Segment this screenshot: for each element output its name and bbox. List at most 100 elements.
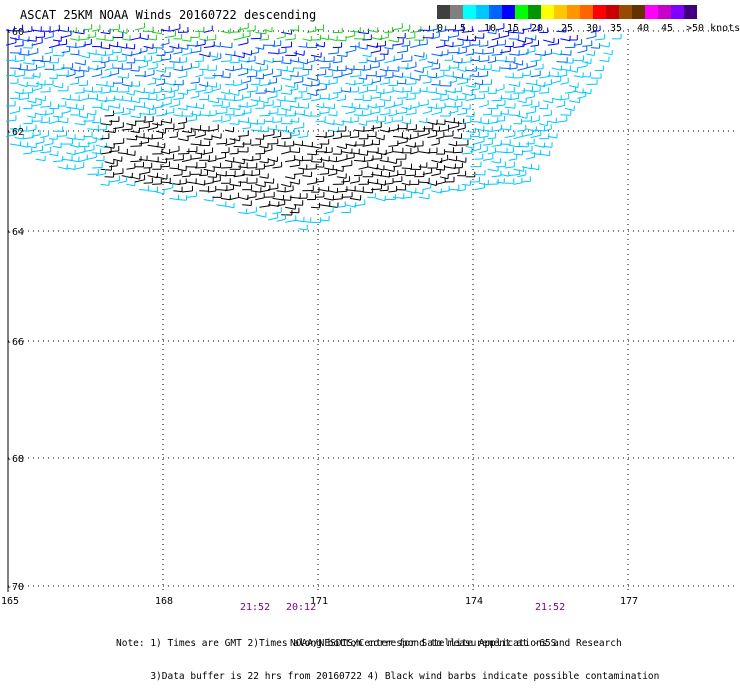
wind-barb <box>268 125 276 130</box>
wind-barb <box>165 31 176 38</box>
barb-shaft <box>509 159 517 161</box>
barb-shaft <box>187 135 196 136</box>
barb-shaft <box>23 31 32 32</box>
wind-barb <box>75 135 85 140</box>
barb-shaft <box>32 76 40 78</box>
barb-shaft <box>449 173 460 174</box>
barb-shaft <box>320 190 329 192</box>
barb-shaft <box>531 120 540 122</box>
barb-shaft <box>58 121 68 122</box>
wind-barb <box>281 182 291 187</box>
barb-shaft <box>221 92 229 94</box>
wind-barb <box>431 188 441 193</box>
barb-shaft <box>431 68 439 69</box>
barb-shaft <box>354 115 362 116</box>
barb-shaft <box>178 122 187 123</box>
barb-shaft <box>204 183 214 185</box>
barb-shaft <box>255 153 264 154</box>
notes: Note: 1) Times are GMT 2)Times along bot… <box>116 616 659 693</box>
barb-shaft <box>247 61 255 62</box>
wind-barb <box>36 62 45 68</box>
wind-barb <box>208 35 216 41</box>
wind-barb <box>169 44 178 49</box>
wind-barb <box>118 87 129 92</box>
barb-shaft <box>397 83 406 84</box>
barb-shaft <box>96 54 105 56</box>
barb-shaft <box>363 84 373 85</box>
wind-barb <box>216 185 227 190</box>
barb-shaft <box>173 52 182 54</box>
wind-barb <box>40 131 48 138</box>
wind-barb <box>397 33 405 38</box>
legend-swatch <box>463 5 476 19</box>
barb-shaft <box>10 111 20 114</box>
barb-shaft <box>402 107 411 109</box>
barb-shaft <box>371 189 381 190</box>
wind-barb <box>113 157 122 162</box>
barb-shaft <box>393 152 403 153</box>
barb-shaft <box>543 40 554 43</box>
barb-shaft <box>264 105 273 106</box>
barb-shaft <box>44 144 53 146</box>
wind-barb <box>574 55 584 60</box>
barb-shaft <box>302 115 311 117</box>
wind-barb <box>337 154 347 161</box>
wind-barb <box>144 134 153 139</box>
wind-barb <box>40 101 50 107</box>
barb-shaft <box>406 145 416 147</box>
barb-shaft <box>148 68 158 69</box>
barb-shaft <box>169 168 178 169</box>
barb-shaft <box>161 103 172 106</box>
barb-shaft <box>242 113 251 114</box>
barb-shaft <box>376 138 384 140</box>
wind-barb <box>216 153 225 160</box>
barb-shaft <box>199 130 209 131</box>
barb-shaft <box>316 89 327 91</box>
wind-barb <box>135 23 145 30</box>
barb-shaft <box>431 99 441 100</box>
wind-barb <box>354 34 364 39</box>
wind-barb <box>19 82 28 87</box>
wind-barb <box>139 94 149 99</box>
wind-barb <box>367 85 377 91</box>
barb-shaft <box>152 61 161 63</box>
wind-barb <box>302 111 311 116</box>
wind-barb <box>359 121 367 126</box>
barb-shaft <box>195 31 204 32</box>
barb-shaft <box>139 66 148 68</box>
barb-shaft <box>431 112 441 115</box>
wind-barb <box>23 104 32 109</box>
wind-barb <box>474 94 484 99</box>
barb-shaft <box>109 166 117 167</box>
wind-barb <box>49 40 59 48</box>
wind-barb <box>70 157 79 162</box>
wind-barb <box>242 66 252 71</box>
wind-barb <box>376 196 386 201</box>
barb-shaft <box>479 183 488 185</box>
barb-shaft <box>535 145 545 147</box>
wind-barb <box>574 89 584 94</box>
barb-shaft <box>359 124 367 126</box>
barb-shaft <box>453 45 463 46</box>
wind-barb <box>388 159 396 164</box>
barb-shaft <box>148 176 158 178</box>
wind-barb <box>509 111 520 116</box>
wind-barb <box>208 172 217 177</box>
barb-shaft <box>513 136 522 138</box>
wind-barb <box>445 42 454 47</box>
wind-barb <box>556 116 567 123</box>
barb-shaft <box>216 143 226 144</box>
wind-barb <box>75 88 84 94</box>
wind-barb <box>492 171 501 177</box>
barb-shaft <box>427 92 436 93</box>
wind-barb <box>191 32 200 37</box>
wind-barb <box>130 113 140 118</box>
barb-shaft <box>474 53 482 54</box>
note-line-2: 3)Data buffer is 22 hrs from 20160722 4)… <box>116 671 659 682</box>
wind-barb <box>393 116 402 122</box>
barb-shaft <box>419 59 427 60</box>
legend-swatch <box>593 5 606 19</box>
wind-barb <box>470 56 479 61</box>
wind-barb <box>152 179 161 185</box>
barb-shaft <box>173 175 182 176</box>
